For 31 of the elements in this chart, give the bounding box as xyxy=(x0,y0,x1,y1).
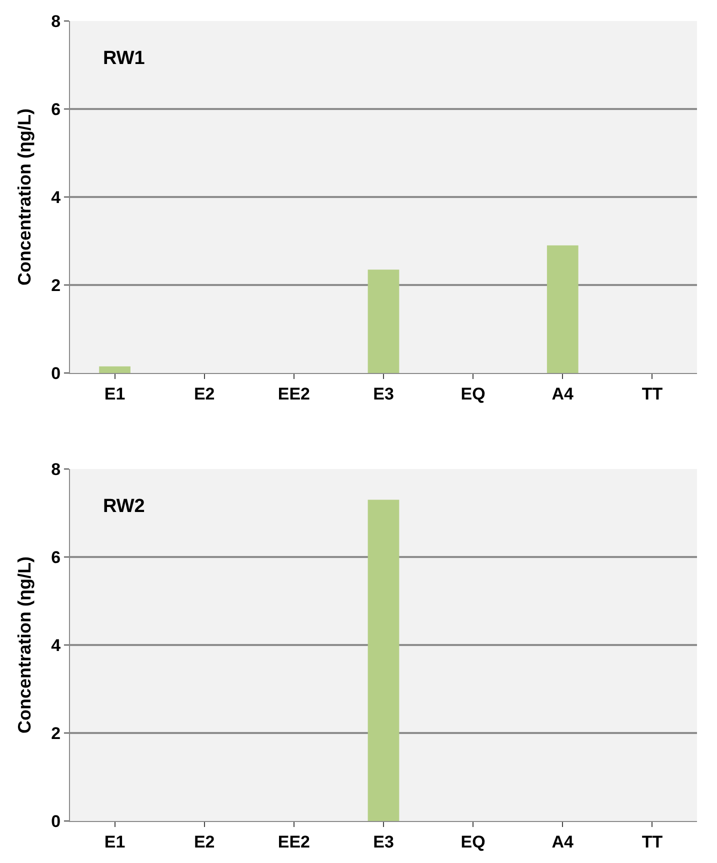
x-tick-label: E2 xyxy=(194,384,215,404)
x-tick-label: TT xyxy=(642,832,664,852)
y-tick-label: 4 xyxy=(51,636,62,655)
bar xyxy=(546,245,578,373)
y-tick-label: 2 xyxy=(51,724,61,743)
x-tick-label: TT xyxy=(642,384,664,404)
x-tick-label: EQ xyxy=(460,832,486,852)
y-tick-label: 8 xyxy=(51,12,61,31)
x-tick-label: E1 xyxy=(104,384,126,404)
y-axis-title: Concentration (ηg/L) xyxy=(14,108,34,286)
x-tick-label: A4 xyxy=(552,384,574,404)
y-tick-label: 8 xyxy=(51,460,61,479)
y-tick-label: 0 xyxy=(51,364,61,383)
x-tick-label: E3 xyxy=(373,384,394,404)
x-tick-label: EE2 xyxy=(278,832,310,852)
y-tick-label: 6 xyxy=(51,100,61,119)
x-tick-label: EQ xyxy=(460,384,486,404)
x-tick-label: E1 xyxy=(104,832,126,852)
x-tick-label: E3 xyxy=(373,832,394,852)
x-tick-label: A4 xyxy=(552,832,574,852)
y-tick-label: 0 xyxy=(51,812,61,831)
y-tick-label: 6 xyxy=(51,548,61,567)
x-tick-label: E2 xyxy=(194,832,215,852)
bar xyxy=(368,270,400,373)
y-tick-label: 4 xyxy=(51,188,62,207)
annotation: RW1 xyxy=(103,48,146,69)
annotation: RW2 xyxy=(103,496,145,517)
x-tick-label: EE2 xyxy=(278,384,310,404)
y-tick-label: 2 xyxy=(51,276,61,295)
bar xyxy=(99,366,130,373)
y-axis-title: Concentration (ηg/L) xyxy=(14,556,34,734)
